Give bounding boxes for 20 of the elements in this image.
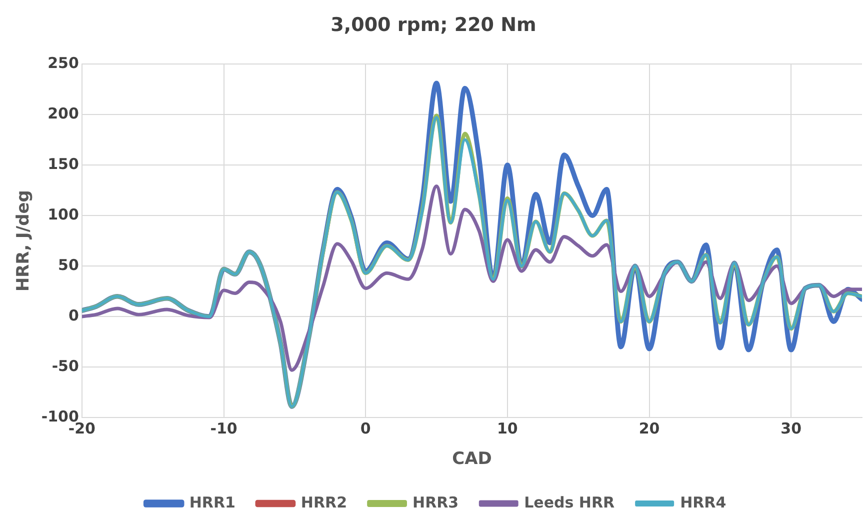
y-tick-label: 100: [48, 205, 79, 224]
y-tick-label: -50: [52, 356, 79, 375]
y-tick-label: 200: [48, 104, 79, 122]
x-tick-label: 30: [780, 419, 802, 438]
y-tick-label: 150: [48, 154, 79, 173]
legend-label: Leeds HRR: [524, 493, 616, 512]
y-axis-title: HRR, J/deg: [14, 190, 34, 292]
x-tick-label: -10: [210, 419, 238, 438]
x-tick-label: 0: [360, 419, 371, 438]
legend-label: HRR2: [300, 493, 348, 512]
y-tick-label: 50: [58, 256, 79, 274]
x-tick-label: 20: [638, 419, 660, 438]
y-tick-label: 250: [48, 54, 79, 72]
x-axis-title: CAD: [452, 449, 492, 470]
legend-label: HRR4: [680, 493, 726, 512]
legend-label: HRR1: [189, 493, 236, 512]
y-tick-label: 0: [68, 306, 79, 324]
legend-label: HRR3: [412, 493, 459, 512]
chart-title: 3,000 rpm; 220 Nm: [330, 14, 538, 36]
x-tick-label: 10: [496, 419, 518, 438]
